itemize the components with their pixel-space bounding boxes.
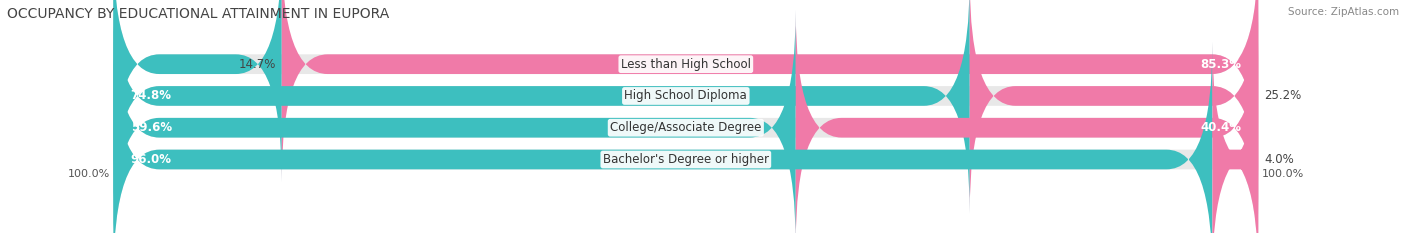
FancyBboxPatch shape [281, 0, 1258, 182]
FancyBboxPatch shape [114, 0, 1258, 182]
Text: 40.4%: 40.4% [1199, 121, 1241, 134]
Text: 100.0%: 100.0% [67, 168, 110, 178]
Text: College/Associate Degree: College/Associate Degree [610, 121, 762, 134]
Text: 74.8%: 74.8% [131, 89, 172, 103]
FancyBboxPatch shape [114, 10, 1258, 233]
Text: 4.0%: 4.0% [1264, 153, 1294, 166]
FancyBboxPatch shape [114, 0, 1258, 213]
FancyBboxPatch shape [1212, 42, 1258, 233]
Text: 14.7%: 14.7% [239, 58, 276, 71]
FancyBboxPatch shape [970, 0, 1258, 213]
Text: 96.0%: 96.0% [131, 153, 172, 166]
Text: High School Diploma: High School Diploma [624, 89, 747, 103]
FancyBboxPatch shape [796, 10, 1258, 233]
FancyBboxPatch shape [114, 10, 796, 233]
Text: Source: ZipAtlas.com: Source: ZipAtlas.com [1288, 7, 1399, 17]
Text: Bachelor's Degree or higher: Bachelor's Degree or higher [603, 153, 769, 166]
Text: 59.6%: 59.6% [131, 121, 172, 134]
FancyBboxPatch shape [114, 42, 1212, 233]
FancyBboxPatch shape [114, 0, 281, 182]
Text: 85.3%: 85.3% [1199, 58, 1241, 71]
FancyBboxPatch shape [114, 0, 970, 213]
Text: 100.0%: 100.0% [1261, 168, 1303, 178]
FancyBboxPatch shape [114, 42, 1258, 233]
Text: OCCUPANCY BY EDUCATIONAL ATTAINMENT IN EUPORA: OCCUPANCY BY EDUCATIONAL ATTAINMENT IN E… [7, 7, 389, 21]
Text: 25.2%: 25.2% [1264, 89, 1301, 103]
Text: Less than High School: Less than High School [621, 58, 751, 71]
